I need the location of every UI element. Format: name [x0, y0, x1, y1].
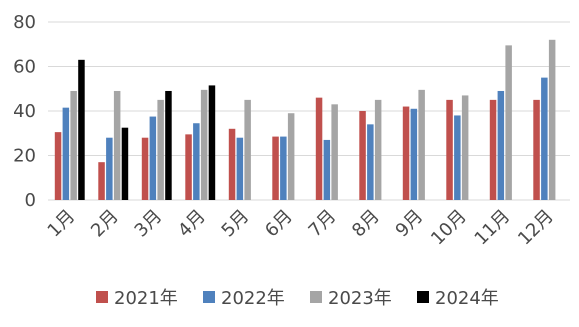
bar-2023年-6月 — [287, 113, 295, 200]
bar-2021年-4月 — [185, 134, 192, 200]
bar-2023年-5月 — [244, 99, 251, 200]
bar-2023年-2月 — [113, 90, 121, 200]
bar-2022年-4月 — [193, 123, 200, 200]
bar-2023年-8月 — [374, 99, 382, 200]
bar-2021年-9月 — [402, 106, 410, 200]
y-tick-label: 60 — [13, 57, 36, 78]
legend-label: 2022年 — [221, 288, 285, 309]
bar-2024年-4月 — [208, 85, 216, 200]
bar-2022年-12月 — [541, 77, 548, 200]
bar-2023年-11月 — [505, 45, 512, 200]
bar-2024年-2月 — [121, 127, 129, 200]
x-tick-label: 3月 — [131, 206, 167, 242]
bar-2022年-8月 — [367, 124, 374, 200]
bar-2023年-9月 — [418, 89, 425, 200]
y-axis: 0 20 40 60 80 — [13, 12, 36, 211]
bar-2021年-3月 — [141, 137, 149, 200]
legend-swatch — [417, 291, 429, 303]
gridlines — [48, 21, 570, 201]
bar-2021年-8月 — [359, 111, 366, 200]
bar-2021年-7月 — [315, 97, 323, 200]
x-tick-label: 9月 — [392, 206, 428, 242]
bar-2021年-10月 — [446, 99, 453, 200]
bar-2024年-3月 — [165, 90, 172, 200]
x-tick-label: 11月 — [471, 206, 515, 250]
bar-2021年-11月 — [489, 99, 497, 200]
bar-2022年-6月 — [280, 136, 287, 200]
x-tick-label: 2月 — [87, 206, 123, 242]
legend-label: 2021年 — [114, 288, 178, 309]
bar-2023年-7月 — [331, 104, 338, 200]
x-axis: 1月 2月 3月 4月 5月 6月 7月 8月 9月 10月 11月 12月 — [44, 206, 558, 250]
bar-2023年-3月 — [157, 99, 164, 200]
bar-2021年-1月 — [54, 132, 62, 200]
x-tick-label: 12月 — [514, 206, 558, 250]
x-tick-label: 10月 — [427, 206, 471, 250]
x-tick-label: 8月 — [348, 206, 384, 242]
legend-label: 2023年 — [328, 288, 392, 309]
y-tick-label: 80 — [13, 12, 36, 33]
bar-2021年-12月 — [533, 99, 540, 200]
x-tick-label: 6月 — [261, 206, 297, 242]
bar-2024年-1月 — [78, 59, 85, 201]
bar-2021年-5月 — [228, 128, 236, 200]
bar-2022年-1月 — [62, 107, 70, 200]
bar-2022年-9月 — [410, 108, 418, 200]
x-tick-label: 5月 — [218, 206, 254, 242]
legend-label: 2024年 — [435, 288, 499, 309]
bar-2022年-3月 — [149, 116, 157, 200]
bar-2022年-11月 — [497, 90, 505, 200]
bar-2023年-1月 — [70, 90, 77, 200]
bar-2023年-10月 — [461, 95, 469, 200]
legend: 2021年 2022年 2023年 2024年 — [96, 288, 499, 309]
y-tick-label: 20 — [13, 146, 36, 167]
y-tick-label: 40 — [13, 101, 36, 122]
bar-2022年-7月 — [323, 139, 331, 200]
bar-2021年-6月 — [272, 136, 279, 200]
legend-swatch — [203, 291, 215, 303]
bar-2022年-2月 — [106, 137, 113, 200]
legend-swatch — [96, 291, 108, 303]
legend-swatch — [310, 291, 322, 303]
x-tick-label: 4月 — [174, 206, 210, 242]
bar-2021年-2月 — [98, 162, 105, 200]
bar-2023年-4月 — [200, 89, 208, 200]
x-tick-label: 7月 — [305, 206, 341, 242]
x-tick-label: 1月 — [44, 206, 80, 242]
bars — [54, 39, 556, 201]
bar-2022年-10月 — [454, 115, 461, 200]
bar-2023年-12月 — [548, 39, 556, 200]
bar-2022年-5月 — [236, 137, 244, 200]
y-tick-label: 0 — [25, 190, 36, 211]
